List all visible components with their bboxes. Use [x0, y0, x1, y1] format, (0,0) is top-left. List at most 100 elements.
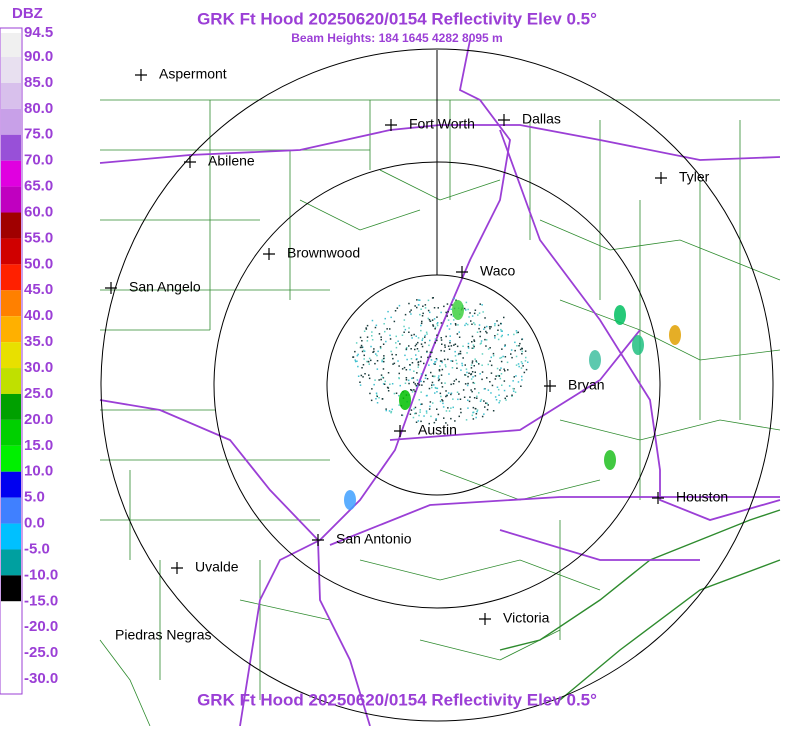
echo: [401, 368, 404, 370]
echo: [450, 323, 452, 325]
echo: [424, 334, 426, 337]
echo: [436, 408, 438, 410]
echo: [518, 365, 520, 368]
echo: [370, 399, 373, 402]
echo: [474, 375, 477, 377]
echo: [520, 361, 523, 363]
echo: [489, 381, 491, 383]
echo: [434, 342, 436, 344]
echo: [463, 396, 466, 398]
echo: [379, 347, 382, 350]
echo: [420, 380, 422, 383]
echo: [441, 343, 443, 345]
echo: [414, 383, 416, 385]
echo: [479, 343, 482, 345]
echo: [456, 362, 458, 365]
echo: [422, 312, 424, 315]
echo-cell: [344, 490, 356, 510]
echo: [499, 400, 501, 402]
echo: [414, 390, 416, 393]
echo: [470, 389, 472, 391]
echo: [500, 360, 503, 363]
echo: [416, 306, 418, 309]
echo: [421, 384, 423, 386]
echo: [517, 331, 519, 334]
echo: [454, 350, 456, 353]
echo: [428, 318, 431, 321]
echo: [500, 367, 502, 369]
echo: [434, 363, 436, 365]
legend-label: 70.0: [24, 152, 53, 169]
legend-label: -5.0: [24, 540, 50, 557]
echo: [507, 369, 509, 371]
echo: [496, 320, 498, 322]
echo: [521, 362, 524, 365]
legend-swatch: [1, 264, 21, 291]
echo: [520, 367, 523, 369]
echo: [466, 352, 468, 354]
echo: [456, 333, 459, 335]
echo: [390, 411, 392, 414]
echo: [486, 408, 489, 411]
echo: [425, 395, 428, 397]
echo: [433, 375, 435, 378]
echo: [447, 392, 450, 394]
echo: [385, 409, 387, 412]
echo: [370, 359, 372, 362]
echo: [512, 380, 514, 382]
echo: [500, 330, 503, 332]
echo: [387, 372, 390, 374]
echo: [436, 358, 438, 361]
city-marker: [105, 282, 117, 294]
echo: [383, 323, 385, 325]
echo: [483, 413, 485, 415]
echo: [411, 362, 414, 364]
echo: [421, 315, 424, 317]
echo: [499, 369, 501, 371]
city-marker: [394, 425, 406, 437]
echo: [474, 358, 476, 360]
echo: [517, 381, 520, 383]
echo: [453, 297, 455, 300]
echo: [441, 399, 443, 401]
echo: [450, 313, 452, 316]
city-label: Waco: [480, 263, 515, 279]
echo: [389, 338, 392, 340]
echo: [514, 391, 517, 393]
echo: [427, 309, 430, 312]
echo: [466, 384, 469, 387]
echo: [398, 377, 400, 380]
echo: [494, 324, 496, 327]
echo: [486, 402, 488, 405]
echo: [454, 323, 457, 325]
echo: [455, 378, 457, 381]
echo: [361, 367, 363, 369]
echo: [500, 328, 502, 331]
echo: [484, 406, 486, 408]
echo: [445, 390, 447, 392]
echo: [375, 392, 378, 394]
echo: [506, 361, 509, 364]
echo: [378, 397, 380, 399]
echo: [432, 325, 435, 327]
echo: [382, 383, 385, 385]
echo: [472, 344, 475, 346]
echo: [490, 392, 492, 394]
echo: [514, 341, 516, 344]
echo: [403, 319, 406, 321]
radar-echoes: [344, 297, 681, 510]
echo: [496, 367, 499, 370]
legend-label: -25.0: [24, 644, 58, 661]
legend-unit: DBZ: [12, 5, 43, 22]
echo: [405, 377, 408, 379]
echo: [354, 350, 356, 353]
echo: [501, 384, 503, 386]
echo: [385, 340, 387, 343]
echo: [431, 381, 434, 384]
echo: [406, 358, 408, 361]
legend-swatch: [1, 627, 21, 654]
echo: [373, 383, 375, 386]
echo: [467, 347, 470, 349]
range-rings: [100, 48, 774, 722]
echo: [417, 350, 420, 352]
